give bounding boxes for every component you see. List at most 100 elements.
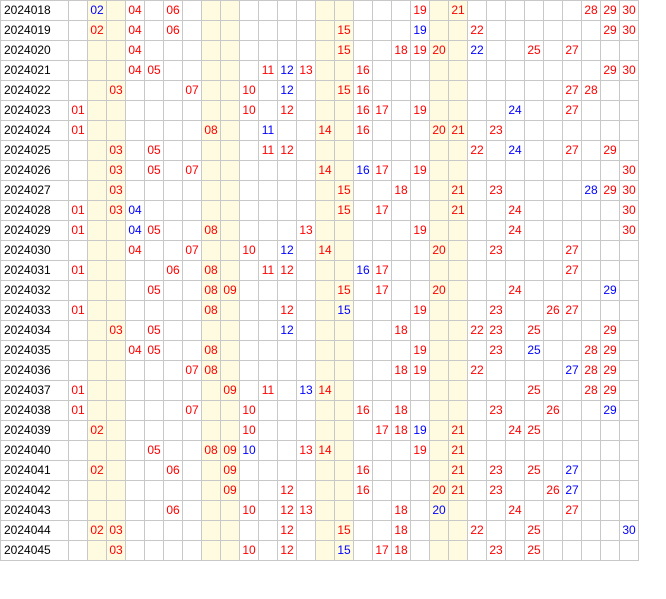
empty-cell: [372, 380, 392, 401]
empty-cell: [448, 240, 468, 261]
empty-cell: [448, 400, 468, 421]
table-row: 2024034 03 05 12 18 22 23 25 29: [0, 320, 639, 341]
number-cell: 01: [68, 120, 88, 141]
number-cell: 28: [581, 0, 601, 21]
number-cell: 29: [600, 360, 620, 381]
empty-cell: [106, 480, 126, 501]
period-cell: 2024022: [0, 80, 69, 101]
number-cell: 23: [486, 300, 506, 321]
empty-cell: [353, 200, 373, 221]
empty-cell: [68, 60, 88, 81]
number-cell: 27: [562, 140, 582, 161]
empty-cell: [182, 540, 202, 561]
period-cell: 2024019: [0, 20, 69, 41]
empty-cell: [524, 160, 544, 181]
empty-cell: [106, 500, 126, 521]
number-cell: 03: [106, 520, 126, 541]
empty-cell: [182, 440, 202, 461]
empty-cell: [106, 380, 126, 401]
empty-cell: [220, 120, 240, 141]
number-cell: 16: [353, 480, 373, 501]
number-cell: 09: [220, 380, 240, 401]
empty-cell: [581, 460, 601, 481]
number-cell: 03: [106, 540, 126, 561]
empty-cell: [125, 520, 145, 541]
empty-cell: [201, 380, 221, 401]
number-cell: 19: [410, 40, 430, 61]
empty-cell: [467, 220, 487, 241]
table-row: 2024024 01 08 11 14 16 20 21 23: [0, 120, 639, 141]
empty-cell: [163, 140, 183, 161]
number-cell: 27: [562, 40, 582, 61]
empty-cell: [448, 80, 468, 101]
empty-cell: [581, 520, 601, 541]
empty-cell: [543, 40, 563, 61]
number-cell: 19: [410, 340, 430, 361]
empty-cell: [201, 200, 221, 221]
empty-cell: [68, 40, 88, 61]
number-cell: 30: [619, 200, 639, 221]
empty-cell: [524, 20, 544, 41]
number-cell: 27: [562, 260, 582, 281]
empty-cell: [296, 180, 316, 201]
number-cell: 01: [68, 400, 88, 421]
empty-cell: [201, 180, 221, 201]
empty-cell: [581, 240, 601, 261]
empty-cell: [163, 60, 183, 81]
empty-cell: [296, 460, 316, 481]
number-cell: 21: [448, 440, 468, 461]
number-cell: 16: [353, 260, 373, 281]
empty-cell: [163, 320, 183, 341]
empty-cell: [296, 320, 316, 341]
empty-cell: [258, 540, 278, 561]
empty-cell: [239, 200, 259, 221]
empty-cell: [239, 300, 259, 321]
empty-cell: [144, 40, 164, 61]
empty-cell: [353, 420, 373, 441]
empty-cell: [68, 340, 88, 361]
number-cell: 07: [182, 240, 202, 261]
empty-cell: [258, 300, 278, 321]
number-cell: 05: [144, 320, 164, 341]
empty-cell: [201, 460, 221, 481]
number-cell: 03: [106, 80, 126, 101]
table-row: 2024018 02 04 06 19 21 28 29 30: [0, 0, 639, 21]
empty-cell: [334, 460, 354, 481]
number-cell: 29: [600, 0, 620, 21]
number-cell: 25: [524, 420, 544, 441]
number-cell: 10: [239, 540, 259, 561]
empty-cell: [296, 100, 316, 121]
empty-cell: [391, 20, 411, 41]
empty-cell: [315, 460, 335, 481]
empty-cell: [182, 20, 202, 41]
empty-cell: [239, 120, 259, 141]
empty-cell: [87, 480, 107, 501]
number-cell: 06: [163, 460, 183, 481]
number-cell: 15: [334, 200, 354, 221]
empty-cell: [619, 440, 639, 461]
number-cell: 16: [353, 80, 373, 101]
number-cell: 27: [562, 300, 582, 321]
empty-cell: [87, 380, 107, 401]
empty-cell: [220, 240, 240, 261]
empty-cell: [106, 40, 126, 61]
empty-cell: [372, 80, 392, 101]
empty-cell: [524, 360, 544, 381]
empty-cell: [239, 340, 259, 361]
empty-cell: [600, 220, 620, 241]
empty-cell: [410, 140, 430, 161]
empty-cell: [68, 20, 88, 41]
empty-cell: [600, 200, 620, 221]
empty-cell: [524, 440, 544, 461]
empty-cell: [391, 200, 411, 221]
number-cell: 19: [410, 0, 430, 21]
empty-cell: [448, 520, 468, 541]
empty-cell: [68, 240, 88, 261]
empty-cell: [315, 320, 335, 341]
empty-cell: [315, 520, 335, 541]
empty-cell: [182, 220, 202, 241]
number-cell: 03: [106, 160, 126, 181]
number-cell: 30: [619, 220, 639, 241]
number-cell: 10: [239, 400, 259, 421]
empty-cell: [163, 400, 183, 421]
